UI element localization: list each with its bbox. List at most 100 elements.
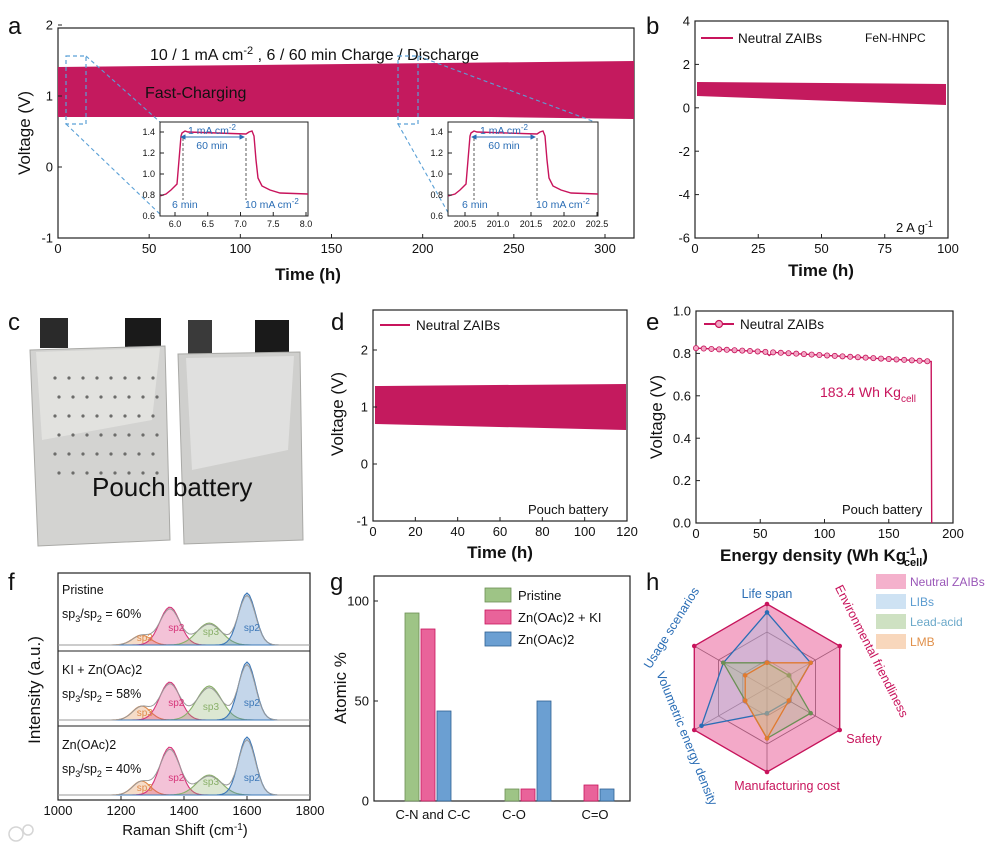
radar-point bbox=[742, 698, 748, 703]
energy-point bbox=[731, 347, 738, 354]
texture-dot bbox=[151, 376, 155, 380]
energy-point bbox=[824, 352, 831, 359]
y-tick-label: 0.2 bbox=[673, 473, 691, 488]
axes-frame bbox=[695, 310, 954, 524]
raman-peaks bbox=[58, 592, 310, 796]
energy-point bbox=[831, 352, 838, 359]
radar-point bbox=[808, 660, 813, 666]
y-tick-label: 0.4 bbox=[673, 431, 691, 446]
energy-point bbox=[793, 350, 800, 357]
panel-label-f: f bbox=[8, 569, 15, 596]
x-tick-label: 50 bbox=[753, 526, 767, 541]
zoom-line bbox=[397, 123, 451, 217]
x-axis-label: Time (h) bbox=[788, 261, 854, 280]
watermark-icon bbox=[8, 826, 24, 842]
voltage-band bbox=[375, 384, 626, 430]
texture-dot bbox=[127, 471, 131, 475]
x-tick-label: 200 bbox=[942, 526, 964, 541]
y-tick-label: 0.8 bbox=[430, 190, 443, 200]
x-tick-label: 20 bbox=[408, 524, 422, 539]
zoom-line bbox=[85, 55, 161, 123]
texture-dot bbox=[123, 452, 127, 456]
y-tick-label: -6 bbox=[678, 231, 690, 246]
tab-right bbox=[255, 320, 289, 356]
material-label: FeN-HNPC bbox=[865, 31, 926, 45]
x-ticks: C-N and C-C C-O C=O bbox=[395, 807, 608, 822]
peak-label: sp2 bbox=[244, 623, 261, 634]
zoom-box-1 bbox=[65, 55, 87, 125]
bar-Zn(OAc)2 + KI bbox=[420, 628, 436, 802]
legend-label: LMB bbox=[910, 635, 935, 649]
legend-label: Neutral ZAIBs bbox=[416, 318, 500, 333]
panel-label-b: b bbox=[646, 13, 659, 40]
axes-frame bbox=[57, 27, 635, 239]
bar-Zn(OAc)2 + KI bbox=[520, 788, 536, 802]
texture-dot bbox=[95, 414, 99, 418]
legend-swatch bbox=[876, 614, 906, 629]
radar-point bbox=[764, 610, 770, 615]
x-tick-label: 100 bbox=[229, 241, 251, 256]
peak-label: sp3 bbox=[137, 783, 154, 794]
panel-e: e Neutral ZAIBs 183.4 Wh Kgcell Pouch ba… bbox=[646, 304, 964, 569]
texture-dot bbox=[95, 452, 99, 456]
panel-label-g: g bbox=[330, 569, 343, 596]
radar-point bbox=[691, 727, 697, 733]
panel-f: f Pristine sp3/sp2 = 60% sp3 sp2 sp3 sp2 KI + … bbox=[8, 569, 324, 839]
y-tick-label: 1.4 bbox=[142, 127, 155, 137]
energy-point bbox=[816, 352, 823, 359]
peak-label: sp3 bbox=[203, 627, 220, 638]
y-ticks: 0.0 0.2 0.4 0.6 0.8 1.0 bbox=[673, 304, 700, 531]
x-tick-label: 250 bbox=[503, 241, 525, 256]
x-tick-label: 25 bbox=[751, 241, 765, 256]
texture-dot bbox=[85, 471, 89, 475]
inset-1: 1 mA cm-2 60 min 6 min 10 mA cm-2 0.6 0.8… bbox=[142, 121, 312, 229]
x-axis-label: Energy density (Wh Kg-1 cell) bbox=[720, 546, 928, 569]
texture-dot bbox=[155, 433, 159, 437]
inset-annotation-mid: 60 min bbox=[488, 140, 520, 152]
rate-label: 2 A g-1 bbox=[896, 219, 933, 235]
texture-dot bbox=[85, 433, 89, 437]
energy-point bbox=[708, 345, 715, 352]
y-tick-label: 0.6 bbox=[430, 211, 443, 221]
energy-point bbox=[693, 345, 700, 352]
legend-marker bbox=[714, 319, 724, 329]
x-ticks: 0 20 40 60 80 100 120 bbox=[369, 517, 638, 539]
panel-c: c Pouch battery bbox=[8, 309, 304, 547]
x-tick-label: 1600 bbox=[233, 803, 262, 818]
y-tick-label: 0.6 bbox=[142, 211, 155, 221]
x-tick-label: 120 bbox=[616, 524, 638, 539]
x-tick-label: 60 bbox=[493, 524, 507, 539]
panel-label-h: h bbox=[646, 569, 659, 596]
raman-envelope bbox=[58, 663, 310, 721]
texture-dot bbox=[71, 433, 75, 437]
texture-dot bbox=[155, 395, 159, 399]
x-tick-label: 1200 bbox=[107, 803, 136, 818]
legend-label: Neutral ZAIBs bbox=[910, 575, 985, 589]
sample-name: Pristine bbox=[62, 583, 104, 597]
legend-label: LIBs bbox=[910, 595, 934, 609]
peak-label: sp2 bbox=[168, 623, 185, 634]
texture-dot bbox=[109, 452, 113, 456]
x-tick-label: 7.0 bbox=[234, 219, 247, 229]
x-ticks: 0 50 100 150 200 bbox=[692, 519, 964, 541]
legend-label: Neutral ZAIBs bbox=[740, 317, 824, 332]
radar-axis-label: Safety bbox=[846, 732, 882, 746]
inset-annotation-top: 1 mA cm-2 bbox=[188, 123, 237, 137]
energy-point bbox=[785, 350, 792, 357]
y-axis-label: Voltage (V) bbox=[15, 91, 34, 175]
y-tick-label: 1.2 bbox=[430, 148, 443, 158]
radar-point bbox=[721, 660, 726, 666]
y-tick-label: 100 bbox=[347, 594, 369, 609]
sp-ratio: sp3/sp2 = 60% bbox=[62, 607, 141, 624]
energy-point bbox=[723, 346, 730, 353]
raman-envelope bbox=[58, 594, 310, 646]
radar-axis-label: Usage scenarios bbox=[641, 585, 702, 671]
inset-annotation-left: 6 min bbox=[172, 199, 198, 211]
y-ticks: 0 50 100 bbox=[347, 594, 378, 809]
energy-curve bbox=[693, 345, 933, 524]
x-tick-label: 300 bbox=[594, 241, 616, 256]
x-tick-label: 6.5 bbox=[201, 219, 214, 229]
energy-point bbox=[746, 348, 753, 355]
